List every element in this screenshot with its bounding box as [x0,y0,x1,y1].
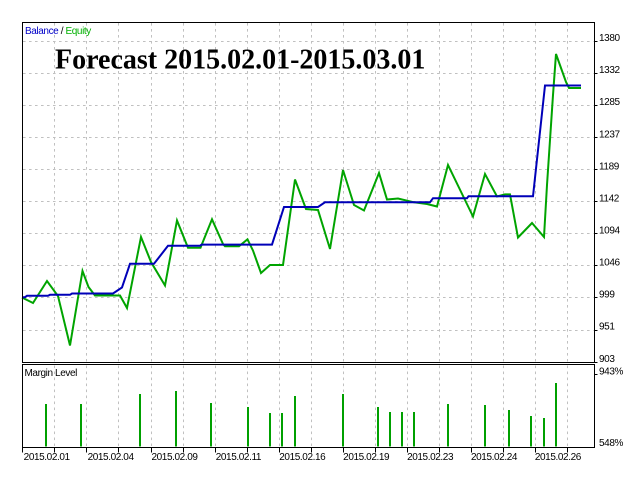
svg-text:2015.02.26: 2015.02.26 [535,452,582,463]
svg-text:2015.02.16: 2015.02.16 [279,452,326,463]
svg-text:2015.02.23: 2015.02.23 [407,452,454,463]
svg-text:1285: 1285 [599,97,620,108]
svg-text:Forecast 2015.02.01-2015.03.01: Forecast 2015.02.01-2015.03.01 [55,45,425,76]
svg-text:1380: 1380 [599,33,620,44]
svg-text:2015.02.01: 2015.02.01 [24,452,71,463]
svg-text:Balance / Equity: Balance / Equity [25,26,91,37]
svg-text:951: 951 [599,322,615,333]
svg-text:Margin Level: Margin Level [25,368,78,379]
svg-text:943%: 943% [599,366,623,377]
svg-text:548%: 548% [599,438,623,449]
svg-text:2015.02.19: 2015.02.19 [343,452,390,463]
svg-text:1142: 1142 [599,193,620,204]
svg-text:1237: 1237 [599,129,620,140]
svg-text:2015.02.11: 2015.02.11 [216,452,262,463]
svg-text:1332: 1332 [599,65,620,76]
svg-text:2015.02.04: 2015.02.04 [88,452,135,463]
svg-text:1094: 1094 [599,226,620,237]
svg-text:1189: 1189 [599,161,620,172]
svg-text:1046: 1046 [599,258,620,269]
svg-text:903: 903 [599,354,615,365]
svg-text:2015.02.09: 2015.02.09 [151,452,198,463]
svg-text:999: 999 [599,290,615,301]
svg-text:2015.02.24: 2015.02.24 [471,452,518,463]
